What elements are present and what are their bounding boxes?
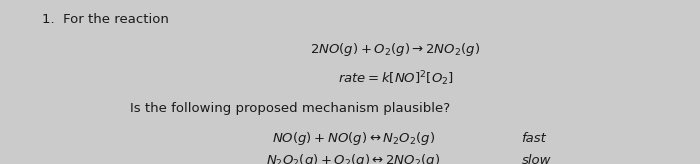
Text: slow: slow xyxy=(522,154,551,164)
Text: $rate = k[NO]^2[O_2]$: $rate = k[NO]^2[O_2]$ xyxy=(337,69,454,88)
Text: 1.  For the reaction: 1. For the reaction xyxy=(42,13,169,26)
Text: $N_2O_2(g) + O_2(g) \leftrightarrow 2NO_2(g)$: $N_2O_2(g) + O_2(g) \leftrightarrow 2NO_… xyxy=(267,152,440,164)
Text: $NO(g) + NO(g) \leftrightarrow N_2O_2(g)$: $NO(g) + NO(g) \leftrightarrow N_2O_2(g)… xyxy=(272,130,435,147)
Text: $2NO(g) + O_2(g) \rightarrow 2NO_2(g)$: $2NO(g) + O_2(g) \rightarrow 2NO_2(g)$ xyxy=(311,41,480,58)
Text: Is the following proposed mechanism plausible?: Is the following proposed mechanism plau… xyxy=(130,102,449,115)
Text: fast: fast xyxy=(522,132,547,145)
